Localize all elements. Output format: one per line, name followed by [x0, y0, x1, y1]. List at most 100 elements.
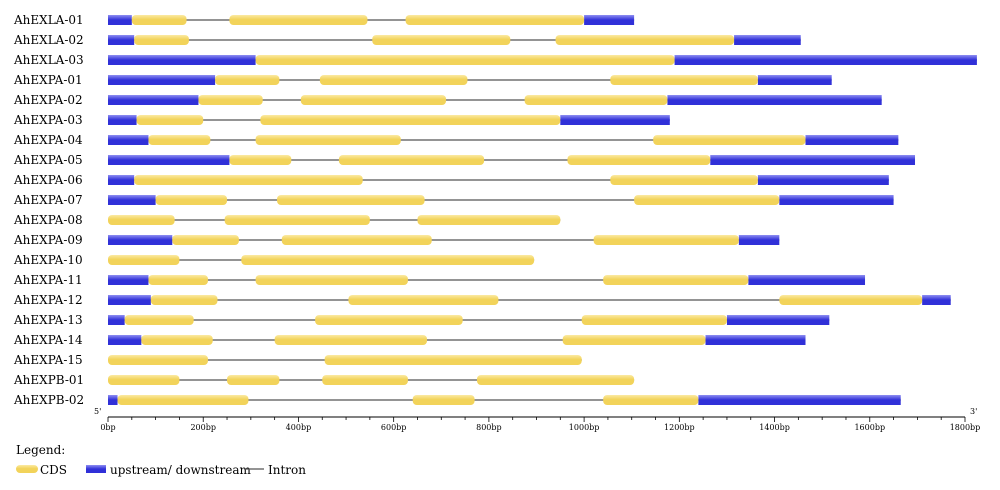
cds-exon [405, 15, 585, 25]
axis-tick-label: 0bp [100, 423, 115, 432]
gene-name-label: AhEXLA-02 [13, 33, 84, 47]
cds-exon [322, 375, 408, 385]
cds-exon [131, 15, 187, 25]
utr-segment [734, 35, 801, 45]
axis-tick-label: 1000bp [569, 423, 600, 432]
axis-tick-label: 1400bp [759, 423, 790, 432]
cds-exon [476, 375, 635, 385]
utr-segment [108, 15, 132, 25]
utr-segment [738, 235, 780, 245]
cds-exon [779, 295, 923, 305]
utr-segment [108, 135, 149, 145]
cds-exon [653, 135, 806, 145]
utr-segment [108, 295, 151, 305]
gene-name-label: AhEXPA-07 [13, 193, 83, 207]
cds-exon [348, 295, 499, 305]
utr-segment [757, 175, 889, 185]
cds-exon [124, 315, 194, 325]
cds-exon [610, 75, 758, 85]
utr-segment [108, 155, 230, 165]
legend-intron-label: Intron [268, 463, 306, 477]
cds-exon [412, 395, 475, 405]
gene-row: AhEXPA-12 [13, 293, 951, 307]
gene-row: AhEXPA-06 [13, 173, 889, 187]
cds-exon [260, 115, 561, 125]
cds-exon [524, 95, 668, 105]
legend-cds-label: CDS [40, 463, 67, 477]
cds-exon [134, 35, 189, 45]
utr-segment [584, 15, 635, 25]
gene-row: AhEXPA-10 [13, 253, 535, 267]
cds-exon [255, 275, 408, 285]
gene-name-label: AhEXPA-01 [13, 73, 83, 87]
axis-tick-label: 600bp [381, 423, 407, 432]
gene-name-label: AhEXPA-05 [13, 153, 83, 167]
axis-tick-label: 1200bp [664, 423, 695, 432]
legend-title: Legend: [16, 443, 65, 457]
gene-name-label: AhEXPA-06 [13, 173, 83, 187]
utr-segment [108, 175, 135, 185]
gene-row: AhEXPA-07 [13, 193, 894, 207]
cds-exon [227, 375, 280, 385]
gene-name-label: AhEXPA-13 [13, 313, 83, 327]
gene-row: AhEXPA-09 [13, 233, 780, 247]
cds-exon [108, 215, 175, 225]
utr-segment [698, 395, 901, 405]
utr-segment [108, 275, 149, 285]
gene-name-label: AhEXPB-01 [13, 373, 84, 387]
cds-exon [198, 95, 263, 105]
five-prime-label: 5' [94, 407, 101, 416]
utr-segment [779, 195, 894, 205]
utr-segment [108, 75, 216, 85]
gene-row: AhEXPA-08 [13, 213, 561, 227]
cds-exon [108, 355, 208, 365]
gene-name-label: AhEXPA-12 [13, 293, 83, 307]
gene-row: AhEXLA-01 [13, 13, 635, 27]
gene-row: AhEXPA-14 [13, 333, 806, 347]
utr-segment [108, 195, 156, 205]
utr-segment [108, 55, 256, 65]
cds-exon [603, 395, 699, 405]
axis-tick-label: 800bp [476, 423, 502, 432]
gene-name-label: AhEXPA-14 [13, 333, 83, 347]
gene-row: AhEXPA-04 [13, 133, 899, 147]
gene-name-label: AhEXLA-03 [13, 53, 84, 67]
gene-row: AhEXLA-02 [13, 33, 801, 47]
cds-exon [610, 175, 758, 185]
legend-utr-label: upstream/ downstream [110, 463, 251, 477]
cds-exon [155, 195, 228, 205]
gene-name-label: AhEXPA-11 [13, 273, 83, 287]
cds-exon [148, 275, 208, 285]
utr-segment [108, 235, 173, 245]
gene-row: AhEXPA-13 [13, 313, 830, 327]
cds-exon [229, 155, 292, 165]
gene-row: AhEXLA-03 [13, 53, 977, 67]
gene-row: AhEXPA-02 [13, 93, 882, 107]
cds-exon [224, 215, 370, 225]
gene-name-label: AhEXPB-02 [13, 393, 84, 407]
cds-exon [372, 35, 511, 45]
gene-name-label: AhEXPA-15 [13, 353, 83, 367]
cds-exon [136, 115, 204, 125]
gene-name-label: AhEXPA-10 [13, 253, 83, 267]
legend-cds-swatch [16, 465, 38, 473]
utr-segment [674, 55, 977, 65]
cds-exon [581, 315, 727, 325]
bp-axis: 5' 3' 0bp 200bp 400bp 600bp 800bp 1000bp 1200b… [94, 407, 980, 432]
utr-segment [922, 295, 951, 305]
utr-segment [726, 315, 830, 325]
cds-exon [555, 35, 735, 45]
cds-exon [229, 15, 368, 25]
cds-exon [274, 335, 427, 345]
cds-exon [172, 235, 239, 245]
utr-segment [667, 95, 882, 105]
utr-segment [108, 395, 118, 405]
axis-tick-label: 200bp [190, 423, 216, 432]
gene-row: AhEXPA-05 [13, 153, 916, 167]
gene-name-label: AhEXLA-01 [13, 13, 84, 27]
gene-rows: AhEXLA-01 AhEXLA-02 AhEXLA-03 AhEXPA-01 AhEX… [13, 13, 977, 407]
gene-row: AhEXPB-01 [13, 373, 635, 387]
cds-exon [319, 75, 468, 85]
gene-name-label: AhEXPA-09 [13, 233, 83, 247]
gene-name-label: AhEXPA-08 [13, 213, 83, 227]
